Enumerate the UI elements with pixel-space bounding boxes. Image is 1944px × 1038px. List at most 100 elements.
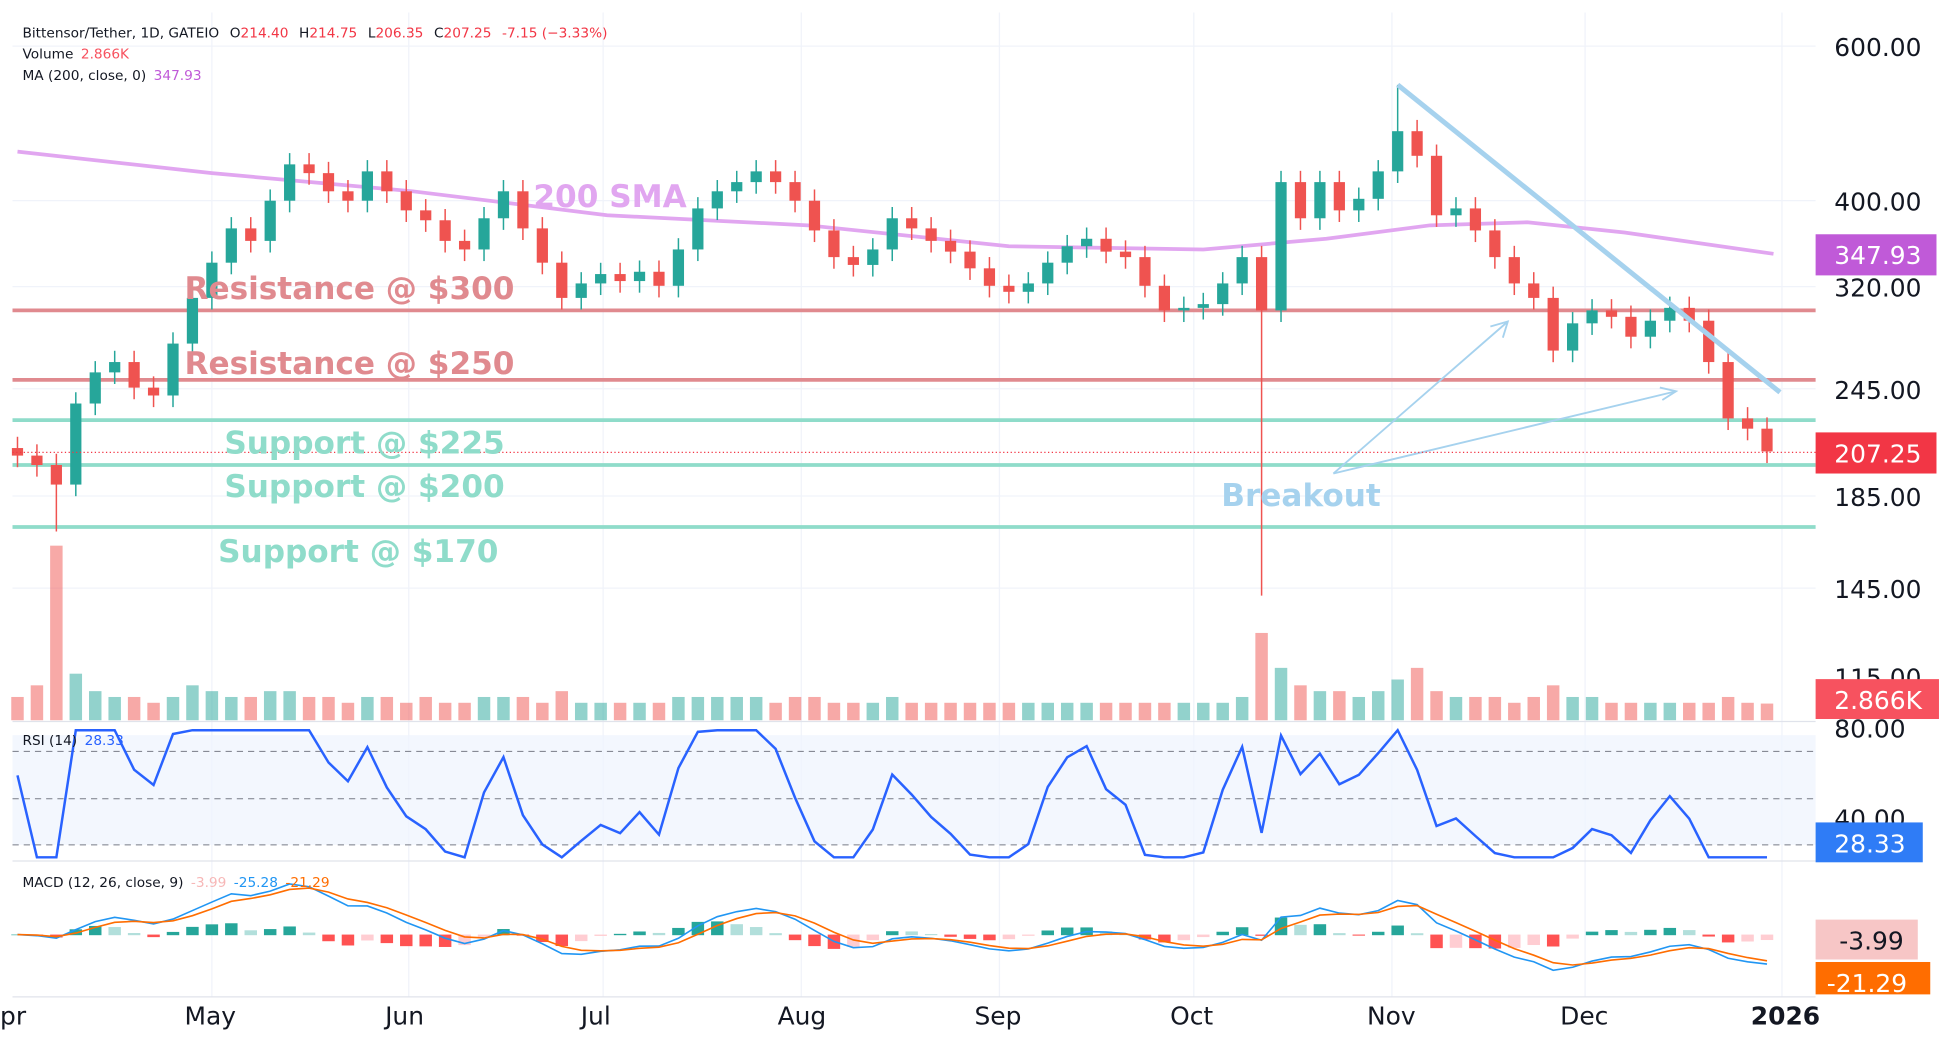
- macd-signal-tag: -21.29: [1815, 961, 1931, 998]
- candle-body: [847, 257, 859, 265]
- volume-bar: [1352, 696, 1366, 721]
- candle-body: [1217, 283, 1229, 305]
- volume-bar: [1741, 702, 1754, 721]
- candle-body: [361, 171, 374, 201]
- candle-body: [128, 362, 140, 388]
- candle-body: [770, 171, 782, 183]
- macd-histogram-bar: [1721, 934, 1735, 943]
- macd-histogram-bar: [672, 927, 685, 936]
- candle-body: [1703, 320, 1715, 363]
- macd-histogram-bar: [1294, 924, 1307, 936]
- macd-histogram-bar: [1002, 934, 1016, 940]
- candle-body: [925, 228, 937, 241]
- volume-bar: [516, 696, 530, 721]
- support-200-label: Support @ $200: [224, 469, 504, 505]
- candle-body: [1314, 182, 1326, 219]
- candle-body: [1022, 283, 1034, 292]
- volume-bar: [1313, 691, 1327, 721]
- candle-body: [1411, 131, 1423, 156]
- volume-bar: [652, 702, 666, 721]
- volume-bar: [1527, 696, 1540, 721]
- volume-bar: [749, 696, 763, 721]
- legend-ma: MA (200, close, 0) 347.93: [22, 68, 201, 84]
- macd-histogram-bar: [1235, 927, 1249, 936]
- macd-histogram-bar: [633, 931, 646, 936]
- candle-body: [1255, 257, 1268, 311]
- volume-bar: [672, 696, 685, 721]
- macd-histogram-bar: [1449, 934, 1463, 948]
- candle-body: [1508, 257, 1520, 284]
- macd-histogram-bar: [263, 929, 277, 936]
- volume-bar: [1235, 696, 1249, 721]
- volume-bar: [497, 696, 510, 721]
- support-225-label: Support @ $225: [224, 426, 504, 462]
- trendline[interactable]: [1396, 82, 1782, 395]
- macd-histogram-bar: [1255, 934, 1268, 936]
- volume-bar: [1624, 702, 1638, 721]
- macd-histogram-bar: [69, 929, 83, 936]
- volume-bar: [341, 702, 355, 721]
- candle-body: [1100, 238, 1112, 252]
- rsi-line: [16, 727, 1768, 859]
- candle-body: [245, 228, 257, 241]
- price-tick: 320.00: [1834, 274, 1921, 303]
- candle-body: [672, 249, 685, 286]
- volume-bar: [1546, 685, 1560, 721]
- volume-bar: [69, 673, 83, 721]
- candle-body: [206, 262, 218, 298]
- macd-histogram-bar: [944, 934, 957, 937]
- macd-histogram-bar: [1041, 930, 1054, 936]
- macd-histogram-bar: [302, 932, 316, 936]
- candle-body: [1119, 251, 1132, 258]
- price-axis[interactable]: 600.00 400.00 320.00 245.00 185.00 145.0…: [1834, 33, 1921, 833]
- macd-histogram-bar: [1177, 934, 1191, 941]
- volume-bar: [1644, 702, 1657, 721]
- volume-bar: [1060, 702, 1074, 721]
- time-tick: Aug: [778, 1001, 827, 1030]
- volume-bar: [1508, 702, 1521, 721]
- resistance-300-label: Resistance @ $300: [184, 271, 514, 307]
- candle-body: [497, 191, 510, 219]
- svg-text:207.25: 207.25: [1834, 439, 1921, 468]
- candle-body: [264, 200, 276, 241]
- volume-bar: [1663, 702, 1677, 721]
- candle-body: [167, 343, 179, 396]
- macd-histogram-bar: [1197, 934, 1210, 938]
- volume-bar: [438, 702, 452, 721]
- macd-line: [17, 883, 1768, 972]
- macd-histogram-bar: [147, 934, 160, 938]
- breakout-label: Breakout: [1221, 478, 1381, 514]
- candle-body: [284, 164, 296, 201]
- volume-tag: 2.866K: [1815, 679, 1939, 719]
- volume-bar: [302, 696, 316, 721]
- volume-bar: [244, 696, 257, 721]
- candle-body: [1081, 238, 1093, 247]
- price-tick: 245.00: [1834, 376, 1921, 405]
- macd-histogram-bar: [1216, 931, 1229, 936]
- candle-body: [1333, 182, 1345, 211]
- time-tick: 2026: [1751, 1001, 1820, 1030]
- volume-bar: [1294, 685, 1307, 721]
- candle-body: [867, 249, 879, 265]
- macd-histogram-bar: [905, 931, 918, 936]
- svg-text:2.866K: 2.866K: [1834, 686, 1922, 715]
- macd-histogram-bar: [1760, 934, 1774, 941]
- rsi-band: [12, 735, 1816, 845]
- candle-body: [1605, 310, 1618, 317]
- candle-body: [1139, 257, 1151, 286]
- symbol: Bittensor/Tether, 1D, GATEIO: [22, 25, 219, 41]
- volume-bar: [380, 696, 394, 721]
- sma-annotation: 200 SMA: [533, 179, 686, 215]
- candle-body: [653, 271, 665, 286]
- legend-volume: Volume 2.866K: [22, 47, 130, 63]
- volume-bar: [1585, 696, 1599, 721]
- volume-bar: [1177, 702, 1191, 721]
- time-tick: Jul: [579, 1001, 611, 1030]
- macd-histogram-bar: [361, 934, 374, 941]
- volume-bar: [1721, 696, 1735, 721]
- time-axis[interactable]: pr May Jun Jul Aug Sep Oct Nov Dec 2026: [0, 1001, 1820, 1030]
- macd-histogram-bar: [244, 930, 257, 936]
- macd-histogram-bar: [1352, 934, 1366, 936]
- macd-histogram-bar: [89, 925, 102, 936]
